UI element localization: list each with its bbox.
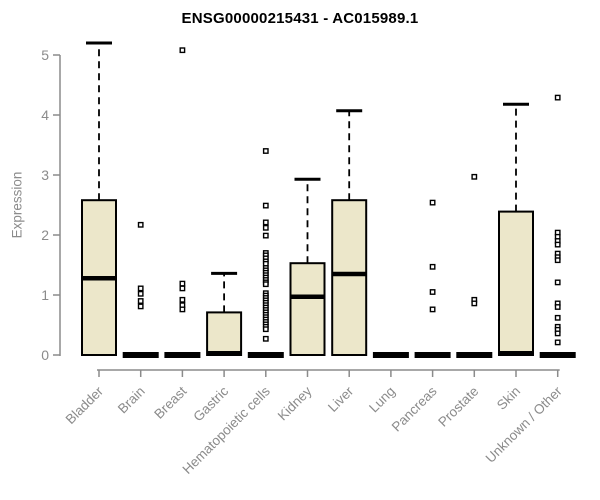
outlier-point [137,285,144,292]
x-axis-label-pancreas: Pancreas [389,383,440,434]
outlier-point [262,326,269,333]
outlier-point [554,257,561,264]
outlier-point [554,339,561,346]
outlier-point [262,202,269,209]
x-axis-label-lung: Lung [366,384,398,416]
outlier-point [429,263,436,270]
y-axis-tick-label: 1 [41,287,49,303]
boxplot-group-liver: Liver [325,109,368,415]
collapsed-box [372,352,409,358]
outlier-point [262,232,269,239]
outlier-point [262,148,269,154]
outlier-point [554,304,561,310]
x-axis-label-prostate: Prostate [435,384,481,430]
boxplot-group-kidney: Kidney [275,177,326,423]
iqr-box [498,210,534,356]
outlier-point [137,290,144,297]
outlier-point [554,279,561,286]
collapsed-box [122,352,159,358]
y-axis-tick-label: 5 [41,47,49,63]
outlier-point [429,306,436,313]
outlier-point [262,224,269,231]
outlier-point [554,330,561,337]
collapsed-box [539,352,576,358]
chart-title: ENSG00000215431 - AC015989.1 [181,10,419,27]
outlier-point [429,199,436,206]
y-axis-tick-label: 3 [41,167,49,183]
x-axis-label-bladder: Bladder [63,383,107,427]
iqr-box [289,262,326,357]
boxplot-group-skin: Skin [494,102,534,413]
collapsed-box [247,352,284,358]
outlier-point [137,303,144,310]
boxplot-group-breast: Breast [151,47,201,422]
boxplot-group-prostate: Prostate [435,173,493,430]
iqr-box [206,311,243,356]
x-axis-label-brain: Brain [115,384,148,417]
outlier-point [554,241,561,248]
collapsed-box [456,352,493,358]
outlier-point [137,221,144,228]
y-axis-tick-label: 0 [41,347,49,363]
outlier-point [179,306,186,313]
outlier-point [554,314,561,321]
boxplot-group-brain: Brain [115,221,159,417]
outlier-point [179,296,186,303]
x-axis-label-skin: Skin [494,384,523,413]
y-axis-tick-label: 4 [41,107,49,123]
outlier-point [137,298,144,304]
boxplot-group-gastric: Gastric [190,271,243,424]
iqr-box [331,199,368,356]
outlier-point [471,173,478,180]
collapsed-box [164,352,201,358]
x-axis-label-breast: Breast [151,383,189,421]
outlier-point [262,335,269,342]
outlier-point [471,300,478,307]
y-axis-tick-label: 2 [41,227,49,243]
outlier-point [554,94,561,101]
outlier-point [179,47,186,54]
boxplot-group-pancreas: Pancreas [389,199,451,434]
outlier-point [179,285,186,292]
outlier-point [262,219,269,226]
outlier-point [262,281,269,288]
collapsed-box [414,352,451,358]
x-axis-label-kidney: Kidney [275,383,315,423]
x-axis-label-liver: Liver [325,383,357,415]
outlier-point [429,289,436,295]
boxplot-group-lung: Lung [366,352,409,415]
x-axis-label-gastric: Gastric [190,383,231,424]
outlier-point [179,280,186,287]
x-axis-label-unknown-other: Unknown / Other [483,383,566,466]
